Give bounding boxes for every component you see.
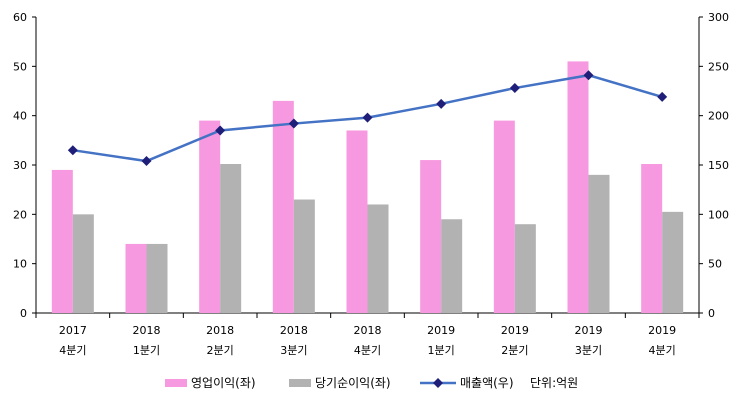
bar-net-income: [441, 219, 463, 313]
x-tick-label-year: 2019: [427, 324, 455, 337]
bar-net-income: [367, 204, 389, 313]
y-right-tick-label: 250: [708, 60, 729, 73]
x-tick-label-quarter: 4분기: [59, 344, 86, 357]
x-tick-label-quarter: 4분기: [649, 344, 676, 357]
x-tick-label-year: 2019: [501, 324, 529, 337]
unit-note: 단위:억원: [530, 376, 578, 390]
y-left-tick-label: 40: [13, 110, 27, 123]
y-right-tick-label: 150: [708, 159, 729, 172]
x-tick-label-quarter: 3분기: [280, 344, 307, 357]
y-right-tick-label: 200: [708, 110, 729, 123]
x-tick-label-year: 2019: [648, 324, 676, 337]
bar-operating-profit: [567, 61, 589, 314]
bar-operating-profit: [125, 243, 147, 313]
x-tick-label-year: 2019: [575, 324, 603, 337]
y-left-tick-label: 30: [13, 159, 27, 172]
bar-net-income: [662, 211, 684, 313]
bar-operating-profit: [51, 169, 73, 313]
revenue-point: [215, 125, 226, 136]
x-tick-label-quarter: 1분기: [428, 344, 455, 357]
line-series: [67, 70, 668, 167]
x-tick-label-year: 2018: [133, 324, 161, 337]
bar-net-income: [588, 174, 610, 313]
y-left-tick-label: 20: [13, 208, 27, 221]
x-tick-label-quarter: 2분기: [501, 344, 528, 357]
y-left-tick-label: 10: [13, 258, 27, 271]
revenue-point: [583, 70, 594, 81]
legend-marker-revenue: [433, 378, 443, 388]
y-right-tick-label: 0: [708, 307, 715, 320]
y-left-tick-label: 60: [13, 11, 27, 24]
x-tick-label-quarter: 4분기: [354, 344, 381, 357]
bar-operating-profit: [346, 130, 368, 313]
bar-net-income: [293, 199, 315, 313]
revenue-point: [67, 145, 78, 156]
bar-operating-profit: [420, 160, 442, 313]
legend-label-operating-profit: 영업이익(좌): [191, 376, 256, 390]
legend-label-net-income: 당기순이익(좌): [315, 376, 391, 390]
x-tick-label-year: 2018: [354, 324, 382, 337]
x-tick-label-year: 2017: [59, 324, 87, 337]
y-tick-labels: 0 10 20 30 40 50 60 0 50 100 150 200 250 300: [13, 11, 729, 320]
bar-operating-profit: [493, 120, 515, 313]
x-tick-label-quarter: 3분기: [575, 344, 602, 357]
bar-net-income: [72, 214, 94, 313]
bar-net-income: [514, 224, 536, 313]
revenue-point: [436, 98, 447, 109]
bars: [51, 61, 684, 314]
revenue-point: [509, 83, 520, 94]
legend: 영업이익(좌) 당기순이익(좌) 매출액(우) 단위:억원: [165, 376, 578, 390]
legend-swatch-net-income: [289, 379, 311, 387]
x-tick-labels: 2017 4분기 2018 1분기 2018 2분기 2018 3분기 2018 4분기 2019 1…: [59, 324, 676, 357]
y-right-tick-label: 300: [708, 11, 729, 24]
bar-operating-profit: [272, 100, 294, 313]
bar-operating-profit: [199, 120, 221, 313]
y-left-tick-label: 0: [20, 307, 27, 320]
legend-label-revenue: 매출액(우): [460, 376, 514, 390]
y-right-tick-label: 50: [708, 258, 722, 271]
revenue-point: [141, 156, 152, 167]
x-tick-label-year: 2018: [280, 324, 308, 337]
bar-net-income: [146, 243, 168, 313]
y-right-tick-label: 100: [708, 208, 729, 221]
revenue-point: [362, 112, 373, 123]
bar-operating-profit: [641, 164, 663, 313]
x-tick-label-quarter: 2분기: [207, 344, 234, 357]
revenue-point: [657, 91, 668, 102]
legend-swatch-operating-profit: [165, 379, 187, 387]
revenue-point: [288, 118, 299, 129]
bar-net-income: [220, 164, 242, 313]
y-left-tick-label: 50: [13, 60, 27, 73]
x-tick-label-quarter: 1분기: [133, 344, 160, 357]
x-tick-label-year: 2018: [206, 324, 234, 337]
